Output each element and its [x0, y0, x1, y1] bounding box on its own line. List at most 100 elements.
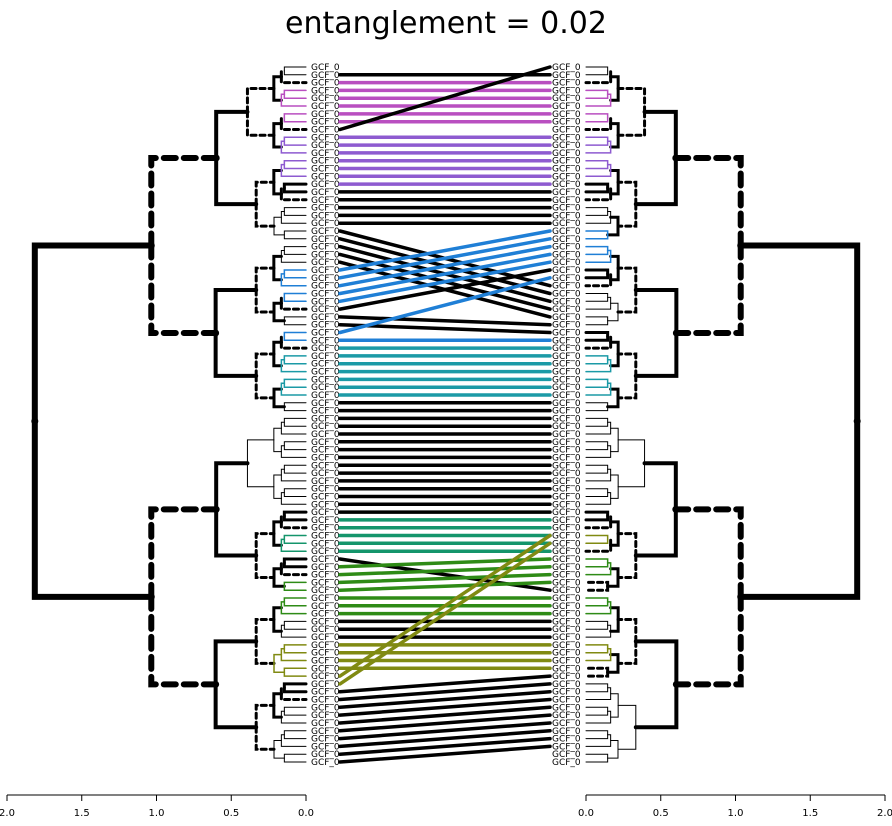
right-leaf-label: GCF_0 [552, 578, 581, 588]
left-dendrogram-branch [280, 734, 285, 741]
connection-line [338, 682, 552, 702]
right-dendrogram-branch [585, 163, 609, 170]
left-dendrogram-branch [280, 163, 286, 172]
left-dendrogram-branch [245, 87, 276, 114]
right-leaf-label: GCF_0 [552, 86, 581, 96]
left-dendrogram-branch [282, 561, 308, 569]
connection-line [338, 744, 552, 764]
left-leaf-label: GCF_0 [311, 211, 340, 221]
left-dendrogram-branch [283, 70, 307, 76]
left-dendrogram-branch [280, 169, 307, 178]
right-dendrogram-branch [610, 486, 619, 499]
right-dendrogram-branch [584, 666, 610, 674]
right-leaf-label: GCF_0 [552, 703, 581, 713]
right-dendrogram-branch [607, 211, 612, 218]
left-leaf-label: GCF_0 [311, 399, 340, 409]
left-dendrogram-branch [280, 364, 307, 373]
left-leaf-label: GCF_0 [311, 79, 340, 89]
right-leaf-label: GCF_0 [552, 305, 581, 315]
left-leaf-label: GCF_0 [311, 407, 340, 417]
right-dendrogram-branch [585, 388, 612, 396]
right-leaf-label: GCF_0 [552, 571, 581, 581]
left-dendrogram-branch [254, 532, 276, 557]
left-dendrogram-branch [283, 234, 307, 240]
left-dendrogram-branch [272, 75, 283, 90]
left-leaf-label: GCF_0 [311, 86, 340, 96]
right-dendrogram-branch [607, 687, 612, 695]
left-leaf-label: GCF_0 [311, 282, 340, 292]
right-leaf-label: GCF_0 [552, 649, 581, 659]
right-dendrogram-branch [584, 580, 610, 588]
right-dendrogram-branch [606, 514, 613, 524]
right-dendrogram-branch [585, 757, 609, 763]
left-leaf-label: GCF_0 [311, 641, 340, 651]
left-leaf-label: GCF_0 [311, 344, 340, 354]
right-dendrogram-branch [606, 163, 612, 172]
left-dendrogram-branch [31, 242, 155, 425]
left-axis: 2.0 1.5 1.0 0.5 0.0 [0, 794, 314, 819]
right-dendrogram-branch [584, 520, 613, 530]
left-axis-tick-label: 1.0 [149, 808, 165, 819]
right-axis-tick-label: 0.0 [578, 808, 594, 819]
left-dendrogram-branch [283, 292, 307, 299]
right-dendrogram-branch [585, 382, 609, 388]
right-dendrogram-branch [642, 461, 678, 512]
right-dendrogram-node [672, 505, 680, 513]
left-dendrogram-branch [213, 288, 259, 335]
left-dendrogram-branch [272, 387, 283, 400]
left-leaf-label: GCF_0 [311, 469, 340, 479]
left-leaf-label: GCF_0 [311, 586, 340, 596]
left-dendrogram-branch [279, 192, 308, 202]
left-leaf-label: GCF_0 [311, 258, 340, 268]
right-leaf-label: GCF_0 [552, 696, 581, 706]
right-leaf-label: GCF_0 [552, 711, 581, 721]
left-leaf-label: GCF_0 [311, 141, 340, 151]
left-dendrogram-branch [272, 254, 283, 270]
left-leaf-label: GCF_0 [311, 453, 340, 463]
right-dendrogram-branch [584, 334, 610, 342]
right-dendrogram-branch [585, 538, 609, 545]
connection-line [338, 229, 552, 272]
left-dendrogram-branch [283, 667, 307, 673]
right-dendrogram-branch [584, 272, 610, 280]
right-dendrogram-node [672, 154, 680, 162]
left-leaf-label: GCF_0 [311, 360, 340, 370]
left-dendrogram-branch [282, 682, 308, 690]
right-leaf-label: GCF_0 [552, 94, 581, 104]
left-leaf-label: GCF_0 [311, 680, 340, 690]
left-dendrogram-branch [283, 316, 307, 322]
right-leaf-label: GCF_0 [552, 477, 581, 487]
right-leaf-label: GCF_0 [552, 547, 581, 557]
left-leaf-label: GCF_0 [311, 758, 340, 768]
connection-line [338, 689, 552, 710]
left-leaf-label: GCF_0 [311, 485, 340, 495]
left-dendrogram-branch [254, 374, 276, 400]
right-dendrogram-branch [585, 427, 612, 435]
left-dendrogram-branch [280, 273, 286, 281]
left-dendrogram-branch [280, 740, 307, 747]
right-dendrogram-branch [737, 242, 861, 425]
right-leaf-label: GCF_0 [552, 532, 581, 542]
right-dendrogram-branch [607, 492, 612, 499]
left-dendrogram-branch [283, 335, 307, 342]
right-leaf-label: GCF_0 [552, 282, 581, 292]
left-dendrogram-branch [273, 427, 282, 441]
right-dendrogram-branch [584, 182, 610, 190]
right-dendrogram-branch [606, 69, 613, 79]
left-dendrogram-branch [282, 510, 308, 518]
right-leaf-label: GCF_0 [552, 500, 581, 510]
right-leaf-label: GCF_0 [552, 719, 581, 729]
left-dendrogram-branch [273, 486, 282, 499]
left-leaf-label: GCF_0 [311, 336, 340, 346]
left-dendrogram-branch [283, 421, 307, 427]
right-leaf-label: GCF_0 [552, 336, 581, 346]
left-dendrogram-branch [272, 310, 286, 323]
right-dendrogram-branch [585, 255, 612, 263]
connection-line [338, 736, 552, 756]
right-leaf-label: GCF_0 [552, 656, 581, 666]
left-dendrogram-branch [273, 748, 285, 759]
left-dendrogram-branch [272, 301, 283, 314]
right-dendrogram-branch [737, 418, 861, 600]
left-leaf-label: GCF_0 [311, 102, 340, 112]
